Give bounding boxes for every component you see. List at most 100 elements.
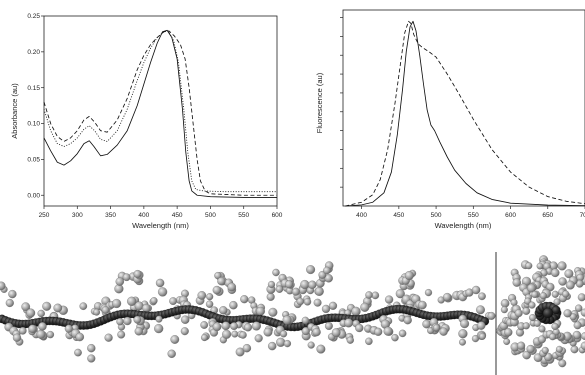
absorbance-series-solid (43, 29, 277, 198)
side-chain-atom (263, 327, 273, 337)
fluorescence-x-tick-label: 600 (505, 212, 516, 219)
side-chain-atom (301, 316, 310, 325)
side-chain-atom (383, 326, 393, 336)
backbone-atom (542, 307, 554, 319)
side-chain-atom (564, 269, 574, 279)
absorbance-y-tick-label: 0.05 (27, 157, 40, 164)
fluorescence-series-dashed (345, 20, 585, 207)
absorbance-y-tick-label: 0.20 (27, 49, 40, 56)
side-chain-atom (514, 309, 523, 318)
absorbance-y-tick-label: 0.00 (27, 192, 40, 199)
side-chain-atom (531, 290, 539, 299)
side-chain-atom (21, 302, 31, 312)
side-chain-atom (522, 322, 530, 330)
side-chain-atom (133, 315, 142, 324)
side-chain-atom (116, 318, 124, 326)
fluorescence-y-axis-title: Fluorescence (au) (315, 72, 324, 133)
side-chain-atom (424, 288, 433, 297)
side-chain-atom (296, 297, 305, 306)
side-chain-atom (538, 325, 546, 333)
fluorescence-chart: 400 450 500 550 600 650 700 Wavelength (nm) Fl… (315, 9, 585, 230)
side-chain-atom (256, 306, 265, 316)
side-chain-atom (87, 354, 96, 363)
side-chain-atom (180, 327, 189, 336)
side-chain-atom (8, 289, 17, 299)
side-chain-atom (422, 319, 431, 329)
side-chain-atom (374, 327, 383, 336)
side-chain-atom (222, 329, 232, 339)
side-chain-atom (221, 321, 231, 331)
side-chain-atom (355, 323, 364, 333)
side-chain-atom (528, 301, 536, 309)
side-chain-atom (38, 322, 47, 331)
absorbance-y-axis-title: Absorbance (au) (10, 83, 19, 139)
side-chain-atom (539, 292, 547, 300)
side-chain-atom (301, 327, 310, 336)
side-chain-atom (553, 298, 561, 306)
side-chain-atom (134, 327, 143, 336)
side-chain-atom (360, 302, 370, 312)
side-chain-atom (127, 296, 137, 306)
absorbance-x-axis-title: Wavelength (nm) (132, 221, 189, 230)
side-chain-atom (291, 287, 300, 296)
side-chain-atom (217, 277, 226, 286)
side-chain-atom (500, 306, 508, 314)
side-chain-atom (563, 309, 572, 318)
side-chain-atom (533, 319, 541, 327)
side-chain-atom (155, 278, 165, 288)
side-chain-atom (157, 287, 168, 297)
side-chain-atom (321, 304, 331, 314)
side-chain-atom (243, 323, 253, 332)
side-chain-atom (266, 292, 275, 301)
side-chain-atom (536, 262, 544, 270)
side-chain-atom (573, 321, 582, 330)
side-chain-atom (169, 297, 178, 306)
absorbance-plot-frame (43, 15, 278, 207)
side-chain-atom (275, 285, 284, 293)
side-chain-atom (324, 274, 333, 283)
backbone-atom (551, 305, 561, 315)
side-chain-atom (229, 301, 238, 310)
side-chain-atom (64, 324, 73, 333)
absorbance-chart: 250 300 350 400 450 500 550 600 0.00 0.05 0.10 0.1… (10, 13, 283, 230)
absorbance-x-tick-label: 450 (172, 212, 183, 219)
fluorescence-x-tick-label: 500 (431, 212, 442, 219)
side-chain-atom (562, 290, 570, 298)
side-chain-atom (525, 262, 533, 270)
absorbance-series-dashed (43, 30, 277, 196)
side-chain-atom (200, 321, 209, 329)
side-chain-atom (529, 314, 537, 322)
side-chain-atom (87, 344, 96, 353)
side-chain-atom (432, 324, 441, 332)
side-chain-atom (314, 286, 324, 296)
side-chain-atom (155, 315, 163, 323)
side-chain-atom (346, 336, 354, 344)
side-chain-atom (351, 306, 361, 317)
side-chain-atom (522, 307, 531, 315)
side-chain-atom (328, 301, 338, 310)
side-chain-atom (443, 292, 452, 302)
side-chain-atom (551, 290, 559, 298)
side-chain-atom (167, 349, 176, 358)
side-chain-atom (555, 345, 563, 353)
side-chain-atom (471, 285, 481, 295)
absorbance-series-dotted (43, 30, 277, 193)
side-chain-atom (212, 285, 222, 295)
side-chain-atom (549, 333, 557, 341)
side-chain-atom (123, 316, 132, 326)
side-chain-atom (219, 306, 228, 315)
side-chain-atom (581, 332, 585, 341)
fluorescence-x-tick-label: 700 (580, 212, 585, 219)
side-chain-atom (324, 322, 333, 330)
side-chain-atom (276, 337, 286, 347)
side-chain-atom (459, 338, 466, 346)
side-chain-atom (239, 331, 247, 339)
side-chain-atom (150, 297, 158, 305)
fluorescence-x-ticks: 400 450 500 550 600 650 700 (356, 206, 585, 219)
side-chain-atom (12, 333, 22, 342)
side-chain-atom (46, 330, 55, 339)
side-chain-atom (205, 300, 214, 308)
side-chain-atom (267, 341, 277, 351)
side-chain-atom (212, 322, 222, 332)
side-chain-atom (101, 306, 110, 314)
